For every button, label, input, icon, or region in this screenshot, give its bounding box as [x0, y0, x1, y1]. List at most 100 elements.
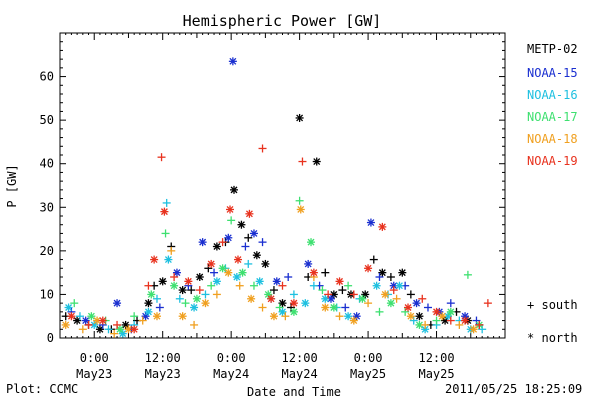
- north-point: [178, 312, 187, 321]
- north-point: [147, 290, 156, 299]
- north-point: [372, 281, 381, 290]
- south-point: [344, 281, 353, 290]
- x-tick-label-date: May23: [145, 367, 181, 381]
- north-point: [81, 316, 90, 325]
- south-point: [298, 157, 307, 166]
- north-point: [364, 264, 373, 273]
- legend-entry-noaa-18: NOAA-18: [527, 132, 578, 146]
- south-point: [318, 286, 327, 295]
- marker-key-south-label: south: [541, 298, 578, 312]
- south-point: [84, 320, 93, 329]
- north-point: [201, 299, 210, 308]
- south-point: [187, 286, 196, 295]
- north-point: [212, 277, 221, 286]
- north-point: [398, 268, 407, 277]
- south-point: [309, 281, 318, 290]
- north-point: [296, 205, 305, 214]
- south-point: [423, 303, 432, 312]
- south-point: [167, 246, 176, 255]
- legend-entry-noaa-15: NOAA-15: [527, 66, 578, 80]
- south-point: [421, 320, 430, 329]
- north-point: [141, 312, 150, 321]
- south-point: [258, 238, 267, 247]
- south-point: [418, 294, 427, 303]
- north-point: [344, 312, 353, 321]
- south-point: [289, 290, 298, 299]
- north-point: [469, 325, 478, 334]
- north-point: [249, 229, 258, 238]
- x-tick-label-time: 12:00: [145, 351, 181, 365]
- y-tick-label: 40: [40, 157, 54, 171]
- south-point: [190, 320, 199, 329]
- south-point: [138, 316, 147, 325]
- north-point: [118, 329, 127, 338]
- x-tick-label-time: 0:00: [80, 351, 109, 365]
- north-point: [415, 312, 424, 321]
- y-tick-label: 10: [40, 287, 54, 301]
- north-point: [172, 268, 181, 277]
- south-point: [375, 307, 384, 316]
- south-point: [204, 264, 213, 273]
- marker-key-north: * north: [527, 331, 578, 345]
- south-point: [278, 281, 287, 290]
- series-noaa-17: [70, 196, 484, 334]
- south-point: [281, 312, 290, 321]
- plus-marker-icon: +: [527, 298, 535, 312]
- north-point: [255, 277, 264, 286]
- north-point: [121, 320, 130, 329]
- x-tick-label-time: 12:00: [418, 351, 454, 365]
- x-tick-label-date: May24: [213, 367, 249, 381]
- north-point: [261, 259, 270, 268]
- data-series: [61, 57, 492, 338]
- legend-entry-noaa-19: NOAA-19: [527, 154, 578, 168]
- north-point: [378, 222, 387, 231]
- plot-frame: [59, 32, 506, 339]
- x-tick-label-time: 0:00: [217, 351, 246, 365]
- south-point: [455, 320, 464, 329]
- north-point: [321, 303, 330, 312]
- south-point: [235, 281, 244, 290]
- south-point: [287, 303, 296, 312]
- south-point: [175, 294, 184, 303]
- north-point: [252, 251, 261, 260]
- north-point: [178, 286, 187, 295]
- north-point: [124, 325, 133, 334]
- north-point: [312, 157, 321, 166]
- north-point: [329, 303, 338, 312]
- south-point: [446, 299, 455, 308]
- x-axis-label: Date and Time: [247, 385, 341, 399]
- south-point: [227, 216, 236, 225]
- y-tick-label: 20: [40, 244, 54, 258]
- south-point: [155, 303, 164, 312]
- south-point: [212, 290, 221, 299]
- north-point: [152, 312, 161, 321]
- north-point: [307, 238, 316, 247]
- south-point: [78, 325, 87, 334]
- north-point: [228, 57, 237, 66]
- north-point: [349, 316, 358, 325]
- north-point: [406, 312, 415, 321]
- south-point: [244, 259, 253, 268]
- footer-left: Plot: CCMC: [6, 382, 79, 396]
- north-point: [160, 207, 169, 216]
- north-point: [212, 242, 221, 251]
- south-point: [472, 316, 481, 325]
- north-point: [289, 307, 298, 316]
- x-axis: 0:00 May23 12:00 May23 0:00 May24 12:00 May24 0:…: [59, 33, 506, 381]
- north-point: [115, 325, 124, 334]
- south-point: [75, 312, 84, 321]
- north-point: [87, 312, 96, 321]
- south-point: [70, 299, 79, 308]
- x-tick-label-date: May25: [350, 367, 386, 381]
- north-point: [309, 268, 318, 277]
- x-tick-label-date: May23: [76, 367, 112, 381]
- north-point: [238, 268, 247, 277]
- north-point: [404, 303, 413, 312]
- north-point: [198, 238, 207, 247]
- north-point: [278, 299, 287, 308]
- south-point: [392, 294, 401, 303]
- south-point: [432, 316, 441, 325]
- north-point: [226, 205, 235, 214]
- north-point: [245, 209, 254, 218]
- north-point: [361, 290, 370, 299]
